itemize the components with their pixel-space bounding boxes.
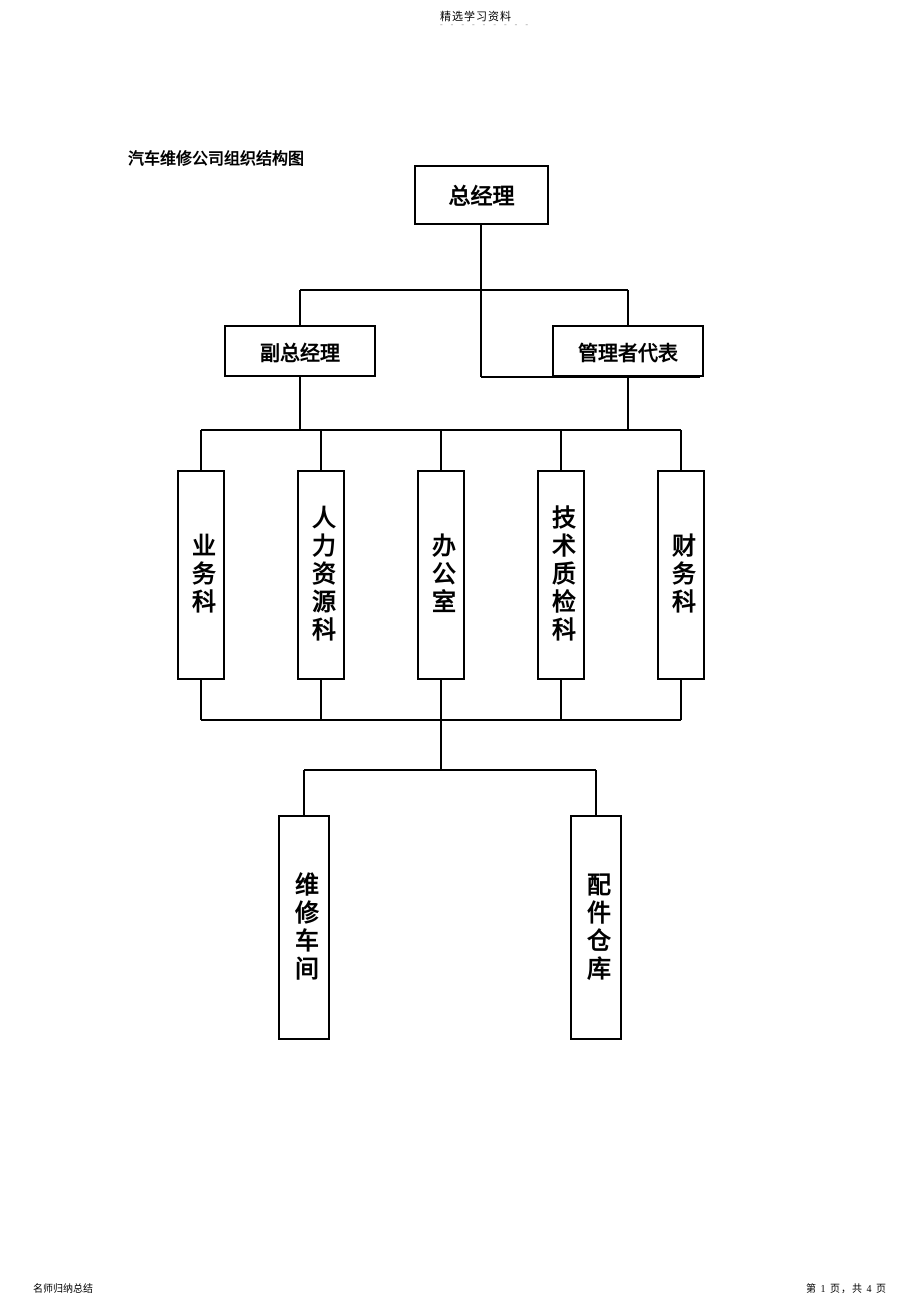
org-node-rep: 管理者代表 <box>552 325 704 377</box>
footer-left: 名师归纳总结 <box>33 1280 93 1295</box>
org-node-ware: 配件仓库 <box>570 815 622 1040</box>
org-node-office: 办公室 <box>417 470 465 680</box>
org-node-fin: 财务科 <box>657 470 705 680</box>
org-node-gm: 总经理 <box>414 165 549 225</box>
org-node-shop: 维修车间 <box>278 815 330 1040</box>
org-node-qc: 技术质检科 <box>537 470 585 680</box>
org-node-biz: 业务科 <box>177 470 225 680</box>
footer-right: 第 1 页，共 4 页 <box>806 1280 887 1295</box>
org-node-hr: 人力资源科 <box>297 470 345 680</box>
header-dots: - - - - - - - - - <box>440 20 531 29</box>
org-node-vgm: 副总经理 <box>224 325 376 377</box>
page-title: 汽车维修公司组织结构图 <box>128 145 304 169</box>
